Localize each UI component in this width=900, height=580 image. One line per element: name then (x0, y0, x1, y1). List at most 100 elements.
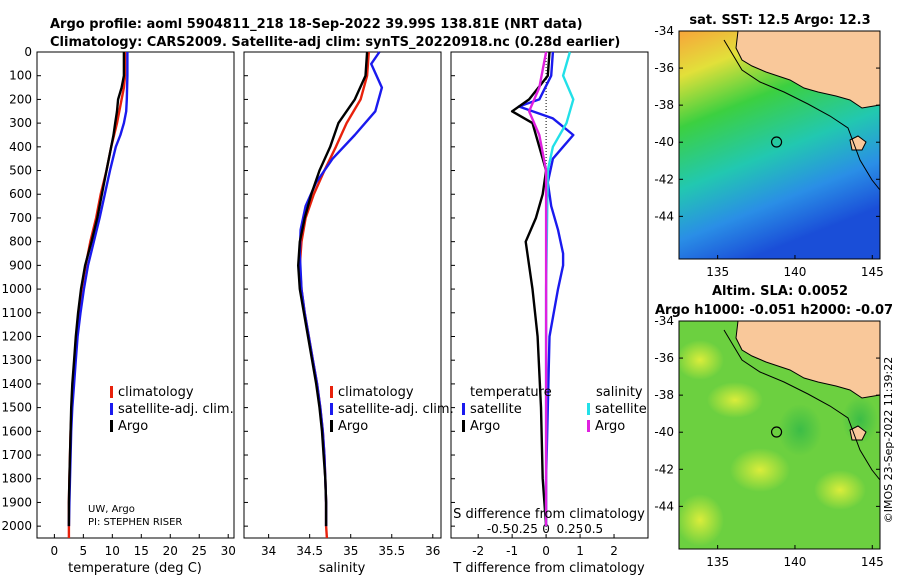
sla-map (679, 321, 880, 549)
x2-tick-label: -0.25 (507, 522, 538, 536)
t-difference-axis-label: T difference from climatology (452, 561, 645, 576)
x2-tick-label: 0.5 (584, 522, 603, 536)
legend-label-t-argo: Argo (470, 419, 500, 434)
x2-tick-label: 0.25 (557, 522, 584, 536)
map-y-tick-label: -36 (654, 351, 674, 365)
difference-plot: -2 -1 0 1 2 -0.5-0.25 0 0.25 0.5 (472, 51, 618, 558)
x-tick-label: 30 (221, 544, 236, 558)
depth-tick-label: 800 (9, 235, 32, 249)
series-line (67, 52, 126, 527)
x-tick-label: 34 (261, 544, 276, 558)
sla-blob (814, 470, 866, 510)
map-x-tick-label: 140 (784, 265, 807, 279)
legend-label-s-argo: Argo (595, 419, 625, 434)
legend-label-climatology: climatology (338, 385, 414, 400)
legend-swatch-argo (110, 420, 113, 432)
sla-land (735, 321, 880, 399)
legend-swatch-argo (330, 420, 333, 432)
legend-label-satellite: satellite-adj. clim. (338, 402, 454, 417)
depth-tick-label: 1700 (1, 448, 32, 462)
x-tick-label: 35.5 (378, 544, 405, 558)
credit-line-1: UW, Argo (88, 504, 135, 515)
legend-swatch-s-satellite (587, 403, 590, 415)
depth-tick-label: 900 (9, 258, 32, 272)
x-tick-label: 1 (576, 544, 584, 558)
legend-swatch-climatology (330, 386, 333, 398)
sla-blob (679, 494, 724, 546)
header-line-2: Climatology: CARS2009. Satellite-adj cli… (50, 35, 620, 50)
depth-tick-label: 200 (9, 92, 32, 106)
map-y-tick-label: -40 (654, 425, 674, 439)
sla-map-subtitle: Argo h1000: -0.051 h2000: -0.07 (655, 303, 893, 318)
sla-argo-marker (770, 426, 783, 438)
map-x-tick-label: 135 (706, 265, 729, 279)
series-line (510, 51, 551, 527)
x-tick-label: 35 (343, 544, 358, 558)
x2-tick-label: -0.5 (487, 522, 510, 536)
header-line-1: Argo profile: aoml 5904811_218 18-Sep-20… (50, 17, 583, 32)
depth-tick-label: 0 (24, 45, 32, 59)
depth-tick-label: 1400 (1, 377, 32, 391)
legend-title-temperature: temperature (470, 385, 552, 400)
legend-label-argo: Argo (118, 419, 148, 434)
sla-kangaroo-island (849, 425, 867, 441)
legend-label-s-satellite: satellite (595, 402, 647, 417)
temperature-legend: climatology satellite-adj. clim. Argo (110, 385, 234, 434)
x-tick-label: -2 (472, 544, 484, 558)
legend-swatch-satellite (110, 403, 113, 415)
depth-tick-label: 1300 (1, 353, 32, 367)
depth-tick-label: 1900 (1, 495, 32, 509)
map-y-tick-label: -40 (654, 135, 674, 149)
depth-tick-label: 1000 (1, 282, 32, 296)
sst-map (679, 31, 880, 259)
sst-map-frame (678, 30, 881, 260)
map-y-tick-label: -38 (654, 388, 674, 402)
map-y-tick-label: -42 (654, 462, 674, 476)
legend-label-climatology: climatology (118, 385, 194, 400)
x-tick-label: 0 (542, 544, 550, 558)
sst-map-title: sat. SST: 12.5 Argo: 12.3 (689, 13, 870, 28)
sla-blob (707, 382, 763, 418)
depth-tick-label: 2000 (1, 519, 32, 533)
salinity-plot: 34 34.5 35 35.5 36 (261, 51, 440, 558)
x-tick-label: 0 (51, 544, 59, 558)
imos-timestamp: ©IMOS 23-Sep-2022 11:39:22 (882, 357, 895, 523)
legend-swatch-satellite (330, 403, 333, 415)
x-tick-label: -1 (506, 544, 518, 558)
sla-blob (730, 448, 790, 492)
depth-tick-label: 100 (9, 69, 32, 83)
depth-tick-label: 400 (9, 140, 32, 154)
sla-map-title: Altim. SLA: 0.0052 (712, 284, 848, 299)
depth-axis: 0 100 200 300 400 500 600 700 800 900 1000 1100 1200… (1, 45, 455, 533)
credit-line-2: PI: STEPHEN RISER (88, 517, 182, 528)
sst-kangaroo-island (849, 135, 867, 151)
map-y-tick-label: -38 (654, 98, 674, 112)
sla-blob (679, 340, 724, 380)
depth-tick-label: 1200 (1, 329, 32, 343)
depth-tick-label: 700 (9, 211, 32, 225)
sla-map-frame (678, 320, 881, 550)
map-x-tick-label: 145 (861, 265, 884, 279)
legend-swatch-s-argo (587, 420, 590, 432)
temperature-plot: 0 5 10 15 20 25 30 (51, 52, 236, 558)
series-line (298, 51, 370, 539)
sst-shelf-contour (723, 39, 880, 191)
x-tick-label: 34.5 (296, 544, 323, 558)
depth-tick-label: 1500 (1, 401, 32, 415)
depth-tick-label: 1100 (1, 306, 32, 320)
x-tick-label: 15 (134, 544, 149, 558)
map-y-tick-label: -34 (654, 314, 674, 328)
temperature-axis-label: temperature (deg C) (68, 561, 202, 576)
sla-blob (778, 404, 822, 456)
x-tick-label: 10 (105, 544, 120, 558)
map-x-tick-label: 145 (861, 555, 884, 569)
map-y-tick-label: -36 (654, 61, 674, 75)
legend-label-t-satellite: satellite (470, 402, 522, 417)
map-y-tick-label: -34 (654, 24, 674, 38)
series-line (297, 51, 369, 527)
x-tick-label: 25 (192, 544, 207, 558)
s-difference-axis-label: S difference from climatology (453, 507, 645, 522)
sla-map-axes: 135 140 145 -34 -36 -38 -40 -42 -44 (654, 314, 883, 569)
x-tick-label: 36 (425, 544, 440, 558)
